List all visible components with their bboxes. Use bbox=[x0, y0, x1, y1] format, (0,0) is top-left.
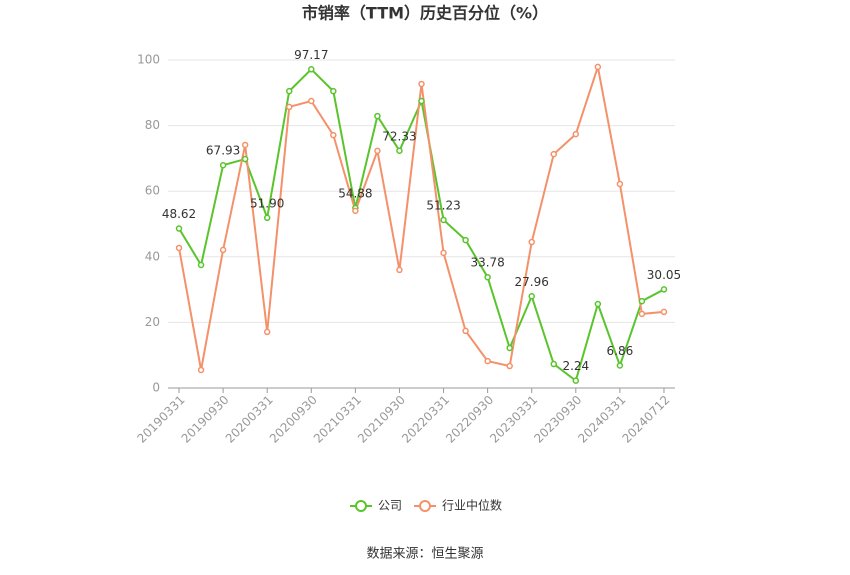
point bbox=[374, 147, 381, 155]
y-tick-label: 60 bbox=[145, 184, 160, 198]
point bbox=[638, 310, 646, 318]
y-tick-label: 100 bbox=[137, 53, 160, 67]
point bbox=[241, 155, 249, 163]
point bbox=[462, 236, 469, 244]
point bbox=[175, 225, 183, 232]
point bbox=[528, 293, 535, 300]
legend-marker bbox=[355, 500, 367, 512]
source: 数据来源：恒生聚源 bbox=[366, 547, 483, 562]
y-tick-label: 0 bbox=[152, 381, 160, 395]
point bbox=[197, 261, 205, 269]
point bbox=[462, 327, 469, 335]
point bbox=[197, 366, 205, 374]
point bbox=[219, 246, 227, 254]
point bbox=[484, 273, 491, 281]
series-line bbox=[178, 67, 665, 383]
point bbox=[660, 286, 668, 293]
point bbox=[572, 377, 580, 384]
point bbox=[550, 150, 558, 158]
point bbox=[330, 87, 337, 95]
legend-label: 行业中位数 bbox=[442, 498, 502, 513]
point bbox=[263, 214, 271, 222]
data-label: 51.23 bbox=[426, 198, 460, 212]
point bbox=[616, 362, 624, 369]
point bbox=[418, 97, 425, 105]
y-tick-label: 20 bbox=[145, 315, 160, 329]
point bbox=[594, 300, 602, 308]
point bbox=[616, 180, 624, 188]
point bbox=[285, 103, 293, 111]
point bbox=[638, 297, 646, 305]
point bbox=[440, 216, 447, 224]
point bbox=[308, 66, 315, 73]
data-label: 33.78 bbox=[470, 256, 504, 270]
data-label: 51.90 bbox=[250, 196, 284, 210]
point bbox=[175, 244, 183, 252]
point bbox=[418, 80, 425, 88]
data-label: 27.96 bbox=[515, 275, 549, 289]
y-tick-label: 40 bbox=[145, 249, 160, 263]
point bbox=[550, 360, 558, 368]
point bbox=[241, 141, 249, 149]
point bbox=[440, 249, 447, 257]
legend-marker bbox=[419, 500, 432, 512]
point bbox=[506, 344, 513, 352]
point bbox=[219, 161, 227, 169]
data-label: 30.05 bbox=[647, 268, 681, 282]
data-label: 67.93 bbox=[206, 144, 240, 158]
data-label: 48.62 bbox=[162, 207, 196, 221]
point bbox=[374, 112, 381, 120]
point bbox=[660, 308, 668, 316]
point bbox=[396, 266, 403, 274]
x-tick-label: 20240712 bbox=[619, 393, 672, 446]
data-label: 72.33 bbox=[382, 129, 416, 143]
chart-title: 市销率（TTM）历史百分位（%） bbox=[302, 4, 548, 23]
point bbox=[308, 97, 315, 105]
legend-label: 公司 bbox=[378, 499, 402, 513]
point bbox=[352, 207, 359, 215]
point bbox=[572, 130, 580, 138]
data-label: 2.24 bbox=[562, 359, 589, 373]
point bbox=[285, 87, 293, 95]
point bbox=[330, 131, 337, 139]
data-label: 54.88 bbox=[338, 186, 372, 200]
point bbox=[263, 328, 271, 336]
point bbox=[506, 362, 513, 370]
point bbox=[484, 357, 491, 365]
point bbox=[396, 147, 403, 155]
point bbox=[594, 63, 602, 71]
y-tick-label: 80 bbox=[145, 118, 160, 132]
data-label: 6.86 bbox=[607, 344, 634, 358]
data-label: 97.17 bbox=[294, 48, 328, 62]
point bbox=[528, 238, 535, 246]
